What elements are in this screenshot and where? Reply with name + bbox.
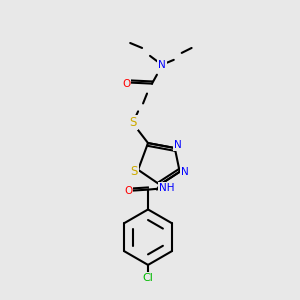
Text: O: O [124,186,132,196]
Text: S: S [130,165,138,178]
Text: N: N [174,140,182,150]
Text: Cl: Cl [142,273,154,283]
Text: S: S [130,116,137,129]
Text: N: N [158,60,166,70]
Text: NH: NH [159,183,175,193]
Text: O: O [122,79,130,88]
Text: N: N [181,167,189,177]
